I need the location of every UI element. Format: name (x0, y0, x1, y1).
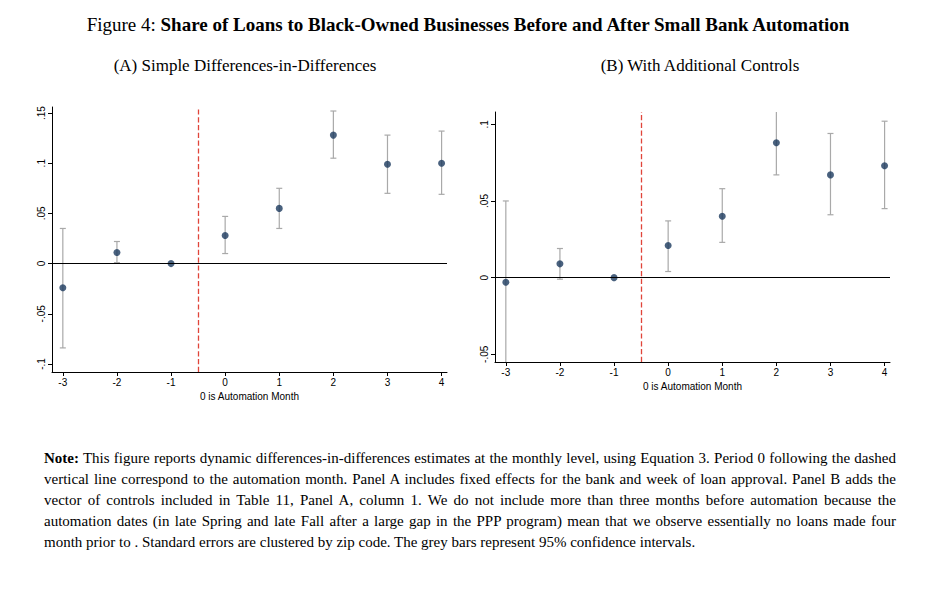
html-text:Note: This figure reports dyna: Note: This figure reports dynamic differ… (44, 450, 896, 550)
svg-text:-3: -3 (501, 367, 510, 378)
svg-text:.15: .15 (36, 106, 47, 120)
html-text:Figure 4: Share of Loans to Bl: Figure 4: Share of Loans to Black-Owned … (86, 14, 850, 35)
svg-text:0: 0 (479, 274, 490, 280)
svg-text:-1: -1 (610, 367, 619, 378)
svg-text:-2: -2 (555, 367, 564, 378)
svg-text:(A) Simple Differences-in-Diff: (A) Simple Differences-in-Differences (114, 56, 377, 75)
svg-text:-3: -3 (58, 377, 67, 388)
svg-text:.1: .1 (36, 159, 47, 168)
svg-text:2: 2 (331, 377, 337, 388)
svg-text:.05: .05 (479, 194, 490, 208)
svg-text:-.1: -.1 (36, 358, 47, 370)
svg-text:4: 4 (882, 367, 888, 378)
svg-text:0 is Automation Month: 0 is Automation Month (643, 381, 742, 392)
svg-text:1: 1 (719, 367, 725, 378)
svg-text:4: 4 (439, 377, 445, 388)
svg-text:0 is Automation Month: 0 is Automation Month (200, 391, 299, 402)
svg-text:-2: -2 (112, 377, 121, 388)
svg-text:(B) With Additional Controls: (B) With Additional Controls (601, 56, 800, 75)
svg-text:2: 2 (774, 367, 780, 378)
svg-text:3: 3 (385, 377, 391, 388)
svg-text:-.05: -.05 (36, 305, 47, 323)
svg-text:0: 0 (222, 377, 228, 388)
svg-text:-.05: -.05 (479, 345, 490, 363)
svg-text:0: 0 (665, 367, 671, 378)
svg-text:-1: -1 (167, 377, 176, 388)
svg-text:3: 3 (828, 367, 834, 378)
svg-text:1: 1 (276, 377, 282, 388)
svg-text:.05: .05 (36, 206, 47, 220)
svg-text:0: 0 (36, 260, 47, 266)
svg-text:.1: .1 (479, 120, 490, 129)
